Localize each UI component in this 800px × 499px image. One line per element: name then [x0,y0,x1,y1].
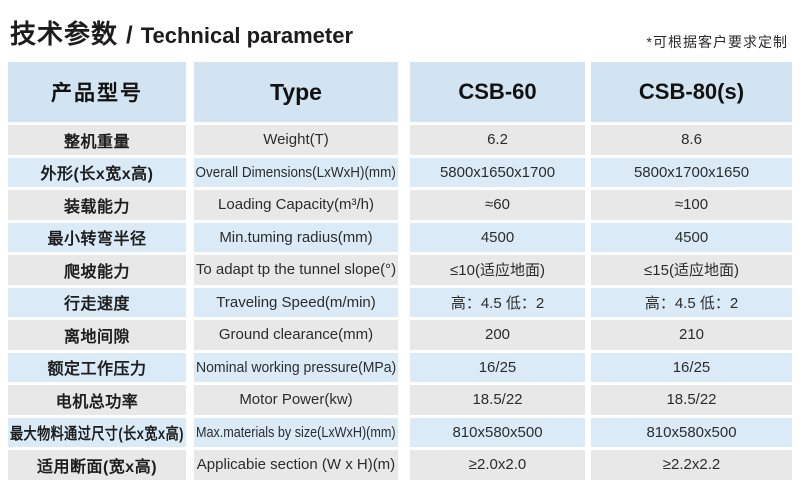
page-title: 技术参数 / Technical parameter [10,14,353,51]
row-label-zh: 整机重量 [8,125,186,155]
page-title-zh: 技术参数 [10,19,119,49]
cell-csb60: 810x580x500 [410,417,585,447]
cell-csb80s: 5800x1700x1650 [591,157,792,187]
row-label-en: Min.tuming radius(mm) [194,222,398,252]
row-label-en: Loading Capacity(m³/h) [194,190,398,220]
cell-csb60: 高：4.5 低：2 [410,287,585,317]
row-label-zh: 外形(长x宽x高) [8,157,186,187]
col-header-type: Type [194,62,398,122]
col-header-csb80s: CSB-80(s) [591,62,792,122]
cell-csb60: ≤10(适应地面) [410,255,585,285]
cell-csb80s: 210 [591,320,792,350]
cell-csb80s: 4500 [591,222,792,252]
cell-csb80s: 18.5/22 [591,385,792,415]
row-label-en: Weight(T) [194,125,398,155]
cell-csb80s: 8.6 [591,125,792,155]
row-label-zh: 行走速度 [8,287,186,317]
row-label-zh: 最小转弯半径 [8,222,186,252]
row-label-zh: 额定工作压力 [8,352,186,382]
col-header-product-model: 产品型号 [8,62,186,122]
cell-csb60: ≈60 [410,190,585,220]
cell-csb60: 200 [410,320,585,350]
cell-csb60: 6.2 [410,125,585,155]
col-header-csb60: CSB-60 [410,62,585,122]
page-title-separator: / [126,22,133,49]
row-label-en: Max.materials by size(LxWxH)(mm) [194,417,398,447]
cell-csb80s: 高：4.5 低：2 [591,287,792,317]
cell-csb60: 16/25 [410,352,585,382]
cell-csb80s: 810x580x500 [591,417,792,447]
customization-note: *可根据客户要求定制 [646,34,788,50]
row-label-en: Traveling Speed(m/min) [194,287,398,317]
row-label-en: Nominal working pressure(MPa) [194,352,398,382]
spec-table: 产品型号 Type CSB-60 CSB-80(s) 整机重量 Weight(T… [8,62,792,480]
cell-csb80s: 16/25 [591,352,792,382]
cell-csb60: ≥2.0x2.0 [410,450,585,480]
row-label-zh: 电机总功率 [8,385,186,415]
cell-csb60: 4500 [410,222,585,252]
cell-csb80s: ≈100 [591,190,792,220]
row-label-en: Applicabie section (W x H)(m) [194,450,398,480]
cell-csb60: 5800x1650x1700 [410,157,585,187]
cell-csb80s: ≤15(适应地面) [591,255,792,285]
row-label-en: Motor Power(kw) [194,385,398,415]
row-label-zh: 离地间隙 [8,320,186,350]
row-label-zh: 爬坡能力 [8,255,186,285]
row-label-zh: 最大物料通过尺寸(长x宽x高) [8,417,186,447]
row-label-en: Overall Dimensions(LxWxH)(mm) [194,157,398,187]
row-label-zh: 装载能力 [8,190,186,220]
cell-csb60: 18.5/22 [410,385,585,415]
row-label-zh: 适用断面(宽x高) [8,450,186,480]
page-title-en: Technical parameter [140,23,354,48]
cell-csb80s: ≥2.2x2.2 [591,450,792,480]
row-label-en: Ground clearance(mm) [194,320,398,350]
row-label-en: To adapt tp the tunnel slope(°) [194,255,398,285]
